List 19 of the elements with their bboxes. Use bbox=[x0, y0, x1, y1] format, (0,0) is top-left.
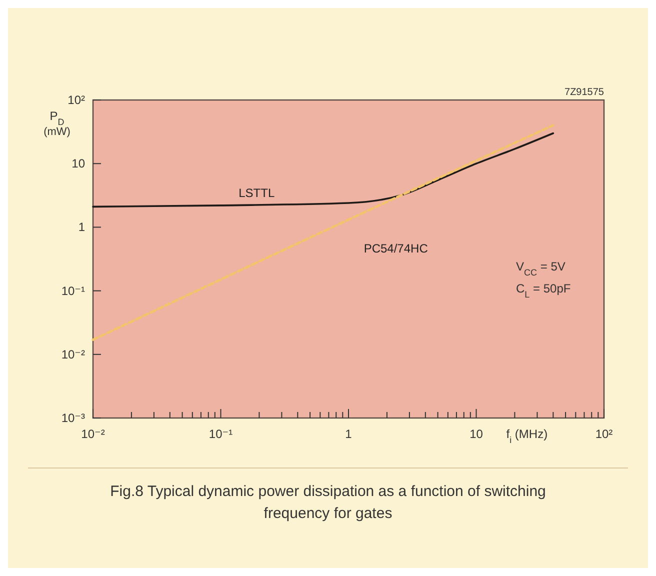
y-tick-label: 10⁻³ bbox=[61, 411, 85, 425]
text: 7Z91575 bbox=[564, 87, 604, 98]
x-tick-label: 10 bbox=[470, 427, 484, 441]
text: PC54/74HC bbox=[364, 242, 428, 256]
text: Fig.8 Typical dynamic power dissipation as a function of switching frequency for gates bbox=[110, 483, 546, 522]
x-axis-title: f$_{i}$ (MHz) bbox=[506, 427, 548, 445]
x-tick-label: 1 bbox=[345, 427, 352, 441]
y-tick-label: 10⁻¹ bbox=[61, 284, 85, 298]
x-tick-label: 10⁻¹ bbox=[208, 427, 233, 441]
x-tick-label: 10⁻² bbox=[81, 427, 105, 441]
y-tick-label: 10 bbox=[72, 156, 86, 171]
y-tick-label: 1 bbox=[78, 220, 86, 234]
y-tick-label: 10² bbox=[68, 93, 86, 107]
y-tick-label: 10⁻² bbox=[61, 347, 85, 362]
y-axis-title: P$_{D}$ (mW) bbox=[44, 109, 70, 138]
annotation: C$_{L}$ = 50pF bbox=[516, 281, 571, 300]
series-label: LSTTL bbox=[238, 186, 275, 200]
annotation: V$_{CC}$ = 5V bbox=[516, 259, 566, 278]
x-tick-label: 10² bbox=[595, 427, 613, 441]
